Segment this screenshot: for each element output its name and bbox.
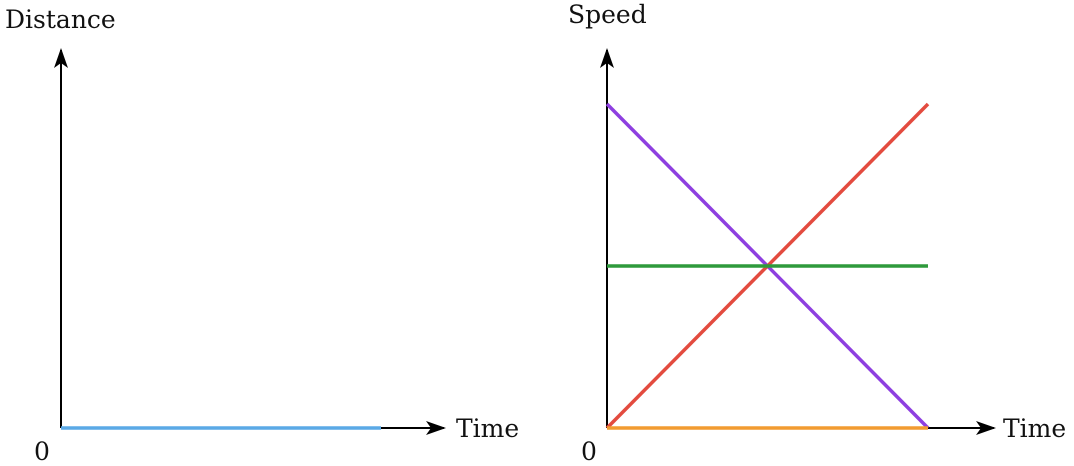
- x-axis-label: Time: [456, 414, 519, 443]
- distance-time-chart: Distance Time 0: [5, 5, 519, 466]
- y-axis-label: Distance: [5, 5, 116, 34]
- y-axis-label: Speed: [568, 0, 647, 29]
- origin-label: 0: [581, 437, 597, 466]
- origin-label: 0: [34, 437, 50, 466]
- speed-time-chart: Speed Time 0: [568, 0, 1066, 466]
- x-axis-label: Time: [1003, 414, 1066, 443]
- series-layer: [605, 102, 930, 430]
